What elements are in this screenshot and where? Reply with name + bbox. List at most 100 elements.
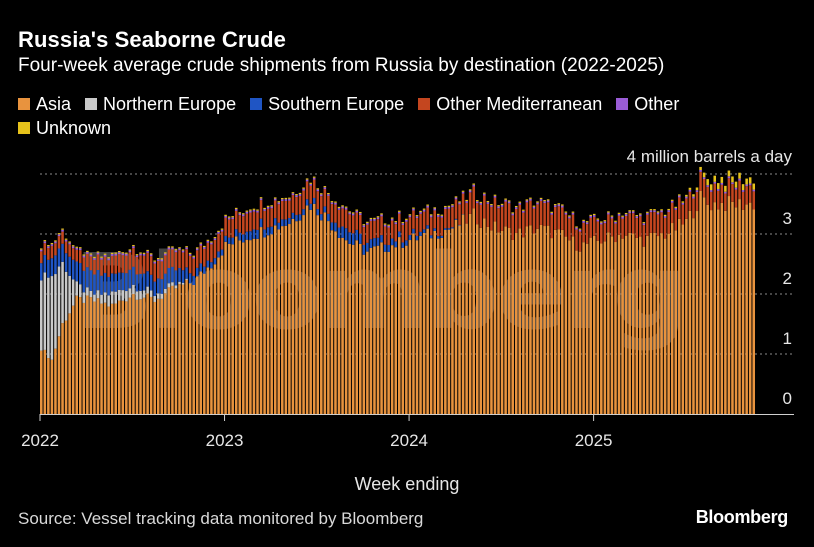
bar-other-mediterranean (270, 208, 273, 227)
bar-southern-europe (312, 197, 316, 204)
bar-northern-europe (40, 280, 43, 351)
legend-label: Other (634, 94, 680, 114)
bar-other (702, 177, 706, 180)
y-tick-label: 1 (783, 329, 792, 348)
bar-other (242, 214, 245, 217)
bar-other (717, 189, 720, 191)
bar-asia (206, 267, 210, 414)
bar-other-mediterranean (709, 191, 713, 211)
bar-asia (472, 208, 475, 414)
bar-unknown (610, 215, 614, 217)
bar-asia (103, 302, 107, 414)
bar-unknown (468, 189, 472, 191)
bar-other-mediterranean (578, 231, 582, 252)
bar-unknown (717, 183, 720, 190)
bar-unknown (351, 212, 355, 214)
bar-southern-europe (412, 228, 415, 234)
bar-unknown (266, 205, 270, 207)
bar-other-mediterranean (341, 208, 344, 227)
bar-northern-europe (71, 279, 75, 306)
bar-unknown (376, 216, 380, 218)
bar-other-mediterranean (500, 206, 504, 231)
bar-asia (281, 226, 284, 414)
bar-other-mediterranean (702, 179, 706, 198)
bar-southern-europe (50, 258, 54, 277)
bar-asia (68, 313, 71, 414)
bar-asia (475, 224, 479, 414)
bar-asia (78, 297, 82, 414)
bar-unknown (281, 198, 284, 200)
bar-unknown (174, 249, 178, 251)
bar-unknown (213, 237, 217, 239)
bar-unknown (114, 252, 117, 254)
y-tick-label: 0 (783, 389, 792, 408)
bar-other-mediterranean (121, 255, 125, 273)
bar-other-mediterranean (125, 255, 128, 274)
bar-other-mediterranean (717, 190, 720, 210)
bar-other-mediterranean (745, 186, 748, 205)
bar-asia (631, 233, 635, 414)
bar-asia (614, 242, 617, 414)
bar-asia (670, 223, 674, 414)
bar-unknown (153, 260, 156, 262)
bar-unknown (110, 252, 114, 255)
bar-northern-europe (107, 295, 110, 307)
bar-unknown (369, 217, 373, 220)
bar-asia (128, 297, 132, 414)
bar-other-mediterranean (252, 211, 256, 230)
bar-southern-europe (68, 256, 71, 276)
bar-northern-europe (153, 296, 156, 302)
bar-other (493, 195, 497, 198)
bar-other (561, 205, 564, 208)
bar-other-mediterranean (298, 195, 302, 215)
bar-unknown (359, 211, 362, 214)
x-tick-label: 2022 (21, 431, 59, 450)
bar-asia (709, 210, 713, 414)
chart-legend: Asia Northern Europe Southern Europe Other … (18, 92, 798, 140)
bar-asia (667, 233, 670, 414)
bar-asia (355, 240, 359, 414)
bar-unknown (330, 201, 334, 203)
bar-other-mediterranean (394, 224, 398, 242)
bar-unknown (639, 213, 642, 215)
bar-other-mediterranean (171, 249, 174, 267)
bar-asia (149, 296, 153, 414)
bar-other (639, 214, 642, 217)
bar-asia (408, 240, 412, 414)
bar-other (181, 250, 185, 253)
bar-other (341, 206, 344, 209)
bar-unknown (344, 206, 348, 208)
bar-northern-europe (146, 286, 149, 294)
bar-unknown (121, 252, 125, 254)
bar-asia (203, 273, 206, 414)
bar-unknown (536, 201, 539, 203)
bar-other-mediterranean (592, 216, 596, 236)
bar-other (316, 189, 320, 192)
bar-other-mediterranean (436, 216, 440, 237)
bar-other-mediterranean (373, 220, 376, 239)
bar-other-mediterranean (284, 200, 288, 220)
bar-other (273, 198, 277, 201)
bar-asia (71, 305, 75, 414)
bar-asia (454, 219, 458, 414)
bar-other (497, 206, 500, 209)
bar-asia (422, 232, 426, 414)
bar-southern-europe (415, 235, 419, 241)
legend-swatch (85, 98, 98, 110)
bar-other (96, 252, 100, 255)
bar-unknown (589, 214, 592, 216)
bar-asia (610, 236, 614, 414)
bar-other (405, 219, 408, 222)
bar-unknown (234, 207, 238, 210)
bar-unknown (217, 230, 220, 232)
bar-other (592, 215, 596, 217)
bar-asia (199, 271, 203, 414)
bar-asia (685, 218, 688, 414)
bar-other-mediterranean (504, 201, 507, 227)
bar-southern-europe (330, 222, 334, 231)
bar-other-mediterranean (330, 204, 334, 223)
bar-southern-europe (40, 263, 43, 281)
bar-unknown (436, 213, 440, 216)
bar-unknown (337, 206, 341, 209)
bar-asia (713, 202, 717, 414)
